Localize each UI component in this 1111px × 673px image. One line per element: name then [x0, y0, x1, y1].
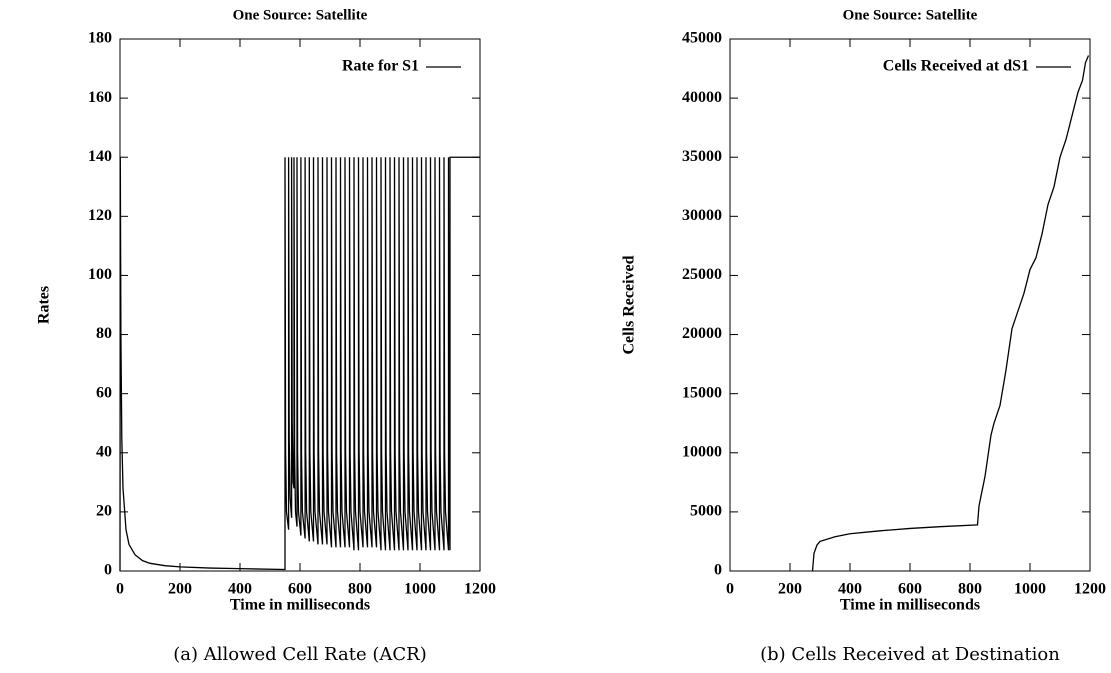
- x-tick-label: 400: [228, 581, 252, 598]
- caption: (b) Cells Received at Destination: [760, 644, 1060, 665]
- x-tick-label: 600: [898, 581, 922, 598]
- plot-frame: [729, 38, 1091, 572]
- y-tick-label: 10000: [682, 443, 722, 460]
- x-tick-label: 0: [116, 581, 124, 598]
- y-tick-label: 20000: [682, 325, 722, 342]
- x-tick-label: 400: [838, 581, 862, 598]
- y-tick-label: 5000: [690, 503, 722, 520]
- y-tick-label: 140: [88, 148, 112, 165]
- y-tick-label: 100: [88, 266, 112, 283]
- legend-label: Cells Received at dS1: [883, 58, 1029, 75]
- x-tick-label: 1000: [1014, 581, 1046, 598]
- y-tick-label: 40000: [682, 89, 722, 106]
- y-tick-label: 80: [96, 325, 112, 342]
- x-tick-label: 800: [958, 581, 982, 598]
- x-tick-label: 1200: [464, 581, 496, 598]
- y-tick-label: 120: [88, 207, 112, 224]
- y-tick-label: 0: [104, 562, 112, 579]
- x-tick-label: 200: [778, 581, 802, 598]
- y-tick-label: 35000: [682, 148, 722, 165]
- data-line: [119, 156, 480, 572]
- y-tick-label: 20: [96, 503, 112, 520]
- y-tick-label: 25000: [682, 266, 722, 283]
- y-tick-label: 30000: [682, 207, 722, 224]
- x-axis-label: Time in milliseconds: [840, 597, 980, 614]
- x-tick-label: 800: [348, 581, 372, 598]
- x-tick-label: 200: [168, 581, 192, 598]
- y-tick-label: 60: [96, 384, 112, 401]
- chart-title: One Source: Satellite: [233, 7, 368, 23]
- x-tick-label: 600: [288, 581, 312, 598]
- y-tick-label: 45000: [682, 30, 722, 47]
- x-tick-label: 1000: [404, 581, 436, 598]
- y-axis-label: Cells Received: [621, 255, 638, 354]
- x-axis-label: Time in milliseconds: [230, 597, 370, 614]
- y-tick-label: 15000: [682, 384, 722, 401]
- x-tick-label: 0: [726, 581, 734, 598]
- x-tick-label: 1200: [1074, 581, 1106, 598]
- data-line: [811, 55, 1090, 572]
- y-axis-label: Rates: [36, 286, 53, 324]
- y-tick-label: 160: [88, 89, 112, 106]
- y-tick-label: 40: [96, 443, 112, 460]
- y-tick-label: 0: [714, 562, 722, 579]
- y-tick-label: 180: [88, 30, 112, 47]
- legend-label: Rate for S1: [342, 58, 419, 75]
- caption: (a) Allowed Cell Rate (ACR): [173, 644, 427, 665]
- chart-title: One Source: Satellite: [843, 7, 978, 23]
